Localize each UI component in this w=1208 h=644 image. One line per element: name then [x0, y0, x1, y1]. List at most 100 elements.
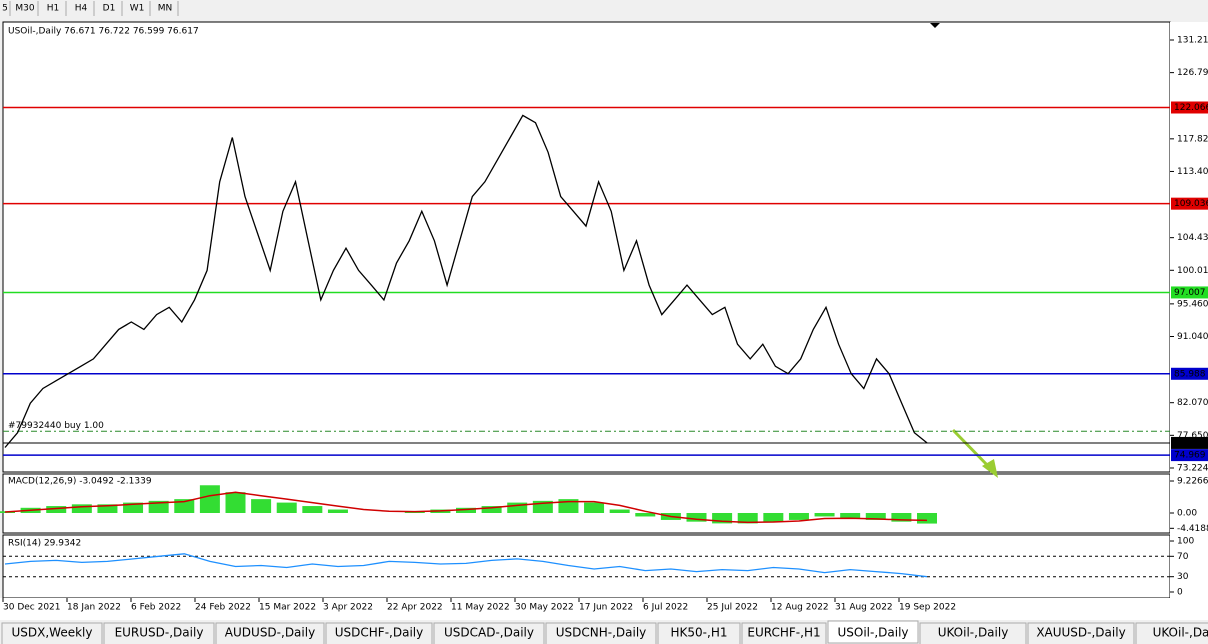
x-tick-label: 25 Jul 2022 — [707, 603, 758, 613]
macd-bar — [71, 504, 92, 513]
y-tick-label: 0 — [1177, 587, 1183, 597]
tab[interactable] — [103, 622, 215, 644]
macd-bar — [763, 512, 784, 522]
toolbar — [0, 0, 1208, 18]
x-tick-label: 30 Dec 2021 — [3, 603, 61, 613]
macd-bar — [840, 512, 861, 519]
tab-label[interactable]: XAUUSD-,Daily — [1036, 626, 1125, 640]
tab-label[interactable]: UKOil-,Daily — [938, 626, 1009, 640]
macd-bar — [712, 512, 733, 524]
timeframe-button[interactable]: D1 — [103, 4, 116, 14]
macd-bar — [635, 512, 656, 517]
arrow-head — [982, 459, 998, 478]
macd-bar — [199, 485, 220, 513]
tab-label[interactable]: HK50-,H1 — [671, 626, 728, 640]
timeframe-button[interactable]: H4 — [75, 4, 88, 14]
y-tick-label: 131.210 — [1177, 36, 1208, 46]
price-scale — [1170, 22, 1208, 600]
y-tick-label: 117.820 — [1177, 134, 1208, 144]
timeframe-button[interactable]: M30 — [15, 4, 34, 14]
y-tick-label: 82.070 — [1177, 398, 1208, 408]
y-tick-label: 73.224 — [1177, 463, 1208, 473]
tab[interactable] — [215, 622, 325, 644]
tab[interactable] — [433, 622, 545, 644]
macd-bar — [276, 502, 297, 513]
tab-label[interactable]: USDCNH-,Daily — [556, 626, 647, 640]
level-label: 122.066 — [1174, 103, 1208, 113]
x-tick-label: 12 Aug 2022 — [771, 603, 829, 613]
level-box — [1171, 449, 1208, 462]
tab-label[interactable]: UKOil-,Da — [1153, 626, 1208, 640]
y-tick-label: 113.400 — [1177, 167, 1208, 177]
level-label: 109.036 — [1174, 199, 1208, 209]
y-tick-label: 70 — [1177, 552, 1189, 562]
time-scale — [0, 598, 1208, 620]
y-tick-label: 126.790 — [1177, 68, 1208, 78]
tab-label[interactable]: USDCAD-,Daily — [444, 626, 534, 640]
level-label: 85.988 — [1174, 369, 1206, 379]
tab[interactable] — [1027, 622, 1135, 644]
tab[interactable] — [827, 620, 919, 644]
level-label: 74.969 — [1174, 451, 1206, 461]
tab-label[interactable]: USDX,Weekly — [12, 626, 93, 640]
order-label: #79932440 buy 1.00 — [8, 421, 104, 431]
tab[interactable] — [1, 622, 103, 644]
timeframe-button[interactable]: W1 — [130, 4, 145, 14]
macd-bar — [609, 509, 630, 513]
signal-line — [4, 491, 928, 524]
macd-bar — [97, 504, 118, 513]
tab-label[interactable]: EURCHF-,H1 — [747, 626, 820, 640]
tab-label[interactable]: AUDUSD-,Daily — [225, 626, 315, 640]
tab-label[interactable]: USDCHF-,Daily — [335, 626, 423, 640]
level-box — [1171, 436, 1208, 449]
y-tick-label: 9.2266 — [1177, 477, 1208, 487]
macd-bar — [584, 502, 605, 513]
level-box — [1171, 101, 1208, 114]
tab-label[interactable]: EURUSD-,Daily — [115, 626, 204, 640]
macd-bar — [737, 512, 758, 524]
y-tick-label: 77.650 — [1177, 431, 1208, 441]
x-tick-label: 30 May 2022 — [515, 603, 574, 613]
macd-bar — [481, 506, 502, 513]
y-tick-label: 0.00 — [1177, 508, 1197, 518]
x-tick-label: 22 Apr 2022 — [387, 603, 443, 613]
price-panel — [2, 21, 1171, 473]
rsi-panel — [2, 534, 1171, 599]
y-tick-label: 91.040 — [1177, 332, 1208, 342]
shift-marker — [930, 23, 940, 28]
tab[interactable] — [657, 622, 741, 644]
rsi-title: RSI(14) 29.9342 — [8, 539, 81, 549]
x-tick-label: 15 Mar 2022 — [259, 603, 316, 613]
macd-bar — [225, 492, 246, 513]
macd-bar — [46, 506, 67, 513]
x-tick-label: 24 Feb 2022 — [195, 603, 251, 613]
x-tick-label: 11 May 2022 — [451, 603, 510, 613]
level-label: 76.617 — [1174, 438, 1206, 448]
macd-bar — [123, 502, 144, 513]
macd-title: MACD(12,26,9) -3.0492 -2.1339 — [8, 477, 152, 487]
tab[interactable] — [741, 622, 827, 644]
tab[interactable] — [545, 622, 657, 644]
macd-bar — [251, 499, 272, 513]
timeframe-button[interactable]: 5 — [2, 4, 8, 14]
tab[interactable] — [325, 622, 433, 644]
macd-bar — [686, 512, 707, 522]
macd-bar — [891, 512, 912, 522]
level-box — [1171, 197, 1208, 210]
y-tick-label: 95.460 — [1177, 299, 1208, 309]
x-tick-label: 6 Feb 2022 — [131, 603, 181, 613]
tab[interactable] — [1135, 622, 1208, 644]
price-line — [4, 114, 928, 448]
y-tick-label: 104.430 — [1177, 233, 1208, 243]
timeframe-button[interactable]: H1 — [47, 4, 60, 14]
macd-bar — [507, 502, 528, 513]
x-tick-label: 19 Sep 2022 — [899, 603, 956, 613]
level-box — [1171, 286, 1208, 299]
y-tick-label: 100.010 — [1177, 266, 1208, 276]
tab[interactable] — [919, 622, 1027, 644]
timeframe-button[interactable]: MN — [158, 4, 173, 14]
x-tick-label: 31 Aug 2022 — [835, 603, 893, 613]
x-tick-label: 3 Apr 2022 — [323, 603, 373, 613]
tab-label[interactable]: USOil-,Daily — [837, 626, 908, 640]
